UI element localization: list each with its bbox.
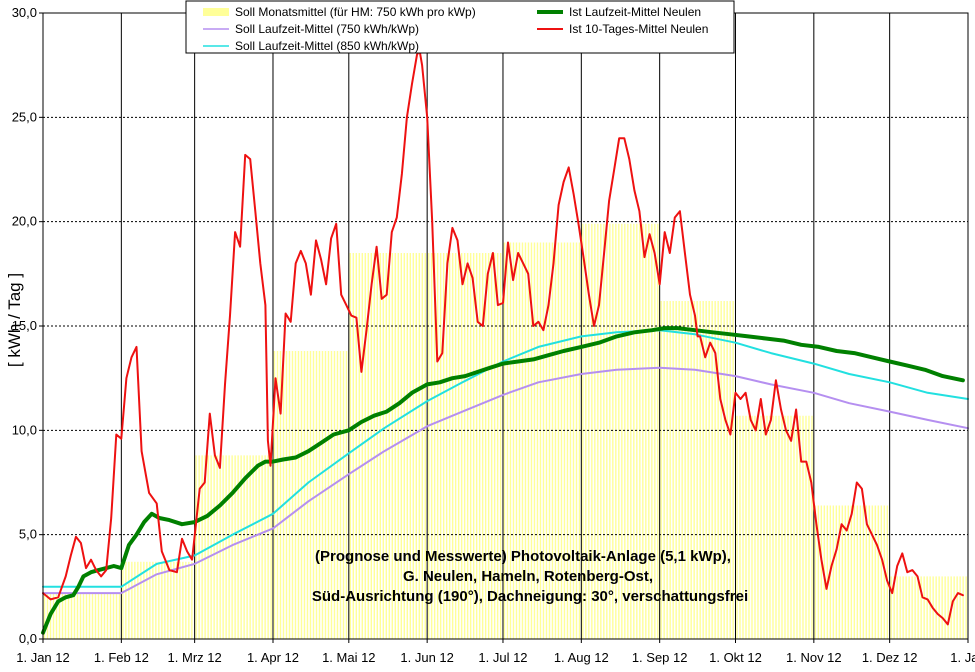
- x-tick-label: 1. Sep 12: [632, 650, 688, 665]
- y-tick-label: 25,0: [12, 109, 37, 124]
- chart-annotation: (Prognose und Messwerte) Photovoltaik-An…: [312, 548, 748, 605]
- y-axis-ticks: 0,0 5,0 10,0 15,0 20,0 25,0 30,0: [12, 5, 43, 646]
- monthly-bar: [503, 242, 581, 639]
- monthly-bar: [660, 300, 734, 639]
- y-tick-label: 0,0: [19, 631, 37, 646]
- monthly-bar: [890, 576, 967, 639]
- legend-label-ist10: Ist 10-Tages-Mittel Neulen: [569, 22, 708, 36]
- legend: Soll Monatsmittel (für HM: 750 kWh pro k…: [185, 0, 735, 54]
- legend-swatch-monthly: [203, 8, 229, 16]
- series-lines: [41, 49, 969, 635]
- annotation-line-2: G. Neulen, Hameln, Rotenberg-Ost,: [403, 568, 653, 585]
- series-line-ist10: [42, 49, 964, 626]
- legend-label-monthly: Soll Monatsmittel (für HM: 750 kWh pro k…: [235, 5, 476, 19]
- y-axis-label: [ kWh / Tag ]: [5, 273, 24, 367]
- x-tick-label: 1. Jun 12: [400, 650, 454, 665]
- legend-box: [185, 0, 735, 54]
- annotation-line-1: (Prognose und Messwerte) Photovoltaik-An…: [315, 548, 731, 565]
- legend-label-soll850: Soll Laufzeit-Mittel (850 kWh/kWp): [235, 39, 419, 53]
- x-tick-label: 1. Jan 12: [16, 650, 70, 665]
- monthly-bar: [582, 223, 659, 639]
- series-line-soll850: [42, 329, 969, 588]
- y-tick-label: 20,0: [12, 214, 37, 229]
- series-line-soll750: [42, 366, 969, 595]
- monthly-bar: [122, 561, 193, 639]
- x-axis-ticks: 1. Jan 12 1. Feb 12 1. Mrz 12 1. Apr 12 1. M…: [16, 639, 975, 665]
- y-tick-label: 15,0: [12, 318, 37, 333]
- monthly-bar: [43, 593, 121, 639]
- x-tick-label: 1. Feb 12: [94, 650, 149, 665]
- x-tick-label: 1. Aug 12: [554, 650, 609, 665]
- x-tick-label: 1. Okt 12: [709, 650, 762, 665]
- x-tick-label: 1. Mai 12: [322, 650, 375, 665]
- x-tick-label: 1. Dez 12: [862, 650, 918, 665]
- annotation-line-3: Süd-Ausrichtung (190°), Dachneigung: 30°…: [312, 588, 748, 605]
- y-tick-label: 10,0: [12, 422, 37, 437]
- y-tick-label: 5,0: [19, 527, 37, 542]
- x-tick-label: 1. Jan: [950, 650, 975, 665]
- x-tick-label: 1. Mrz 12: [168, 650, 222, 665]
- monthly-bar: [427, 252, 502, 639]
- x-tick-label: 1. Jul 12: [478, 650, 527, 665]
- legend-label-soll750: Soll Laufzeit-Mittel (750 kWh/kWp): [235, 22, 419, 36]
- monthly-bar: [273, 351, 348, 639]
- x-tick-label: 1. Apr 12: [247, 650, 299, 665]
- monthly-bar: [349, 252, 427, 639]
- series-line-ist_mittel: [41, 326, 965, 635]
- legend-label-ist_mittel: Ist Laufzeit-Mittel Neulen: [569, 5, 701, 19]
- y-tick-label: 30,0: [12, 5, 37, 20]
- monthly-bar: [814, 505, 889, 639]
- x-tick-label: 1. Nov 12: [786, 650, 842, 665]
